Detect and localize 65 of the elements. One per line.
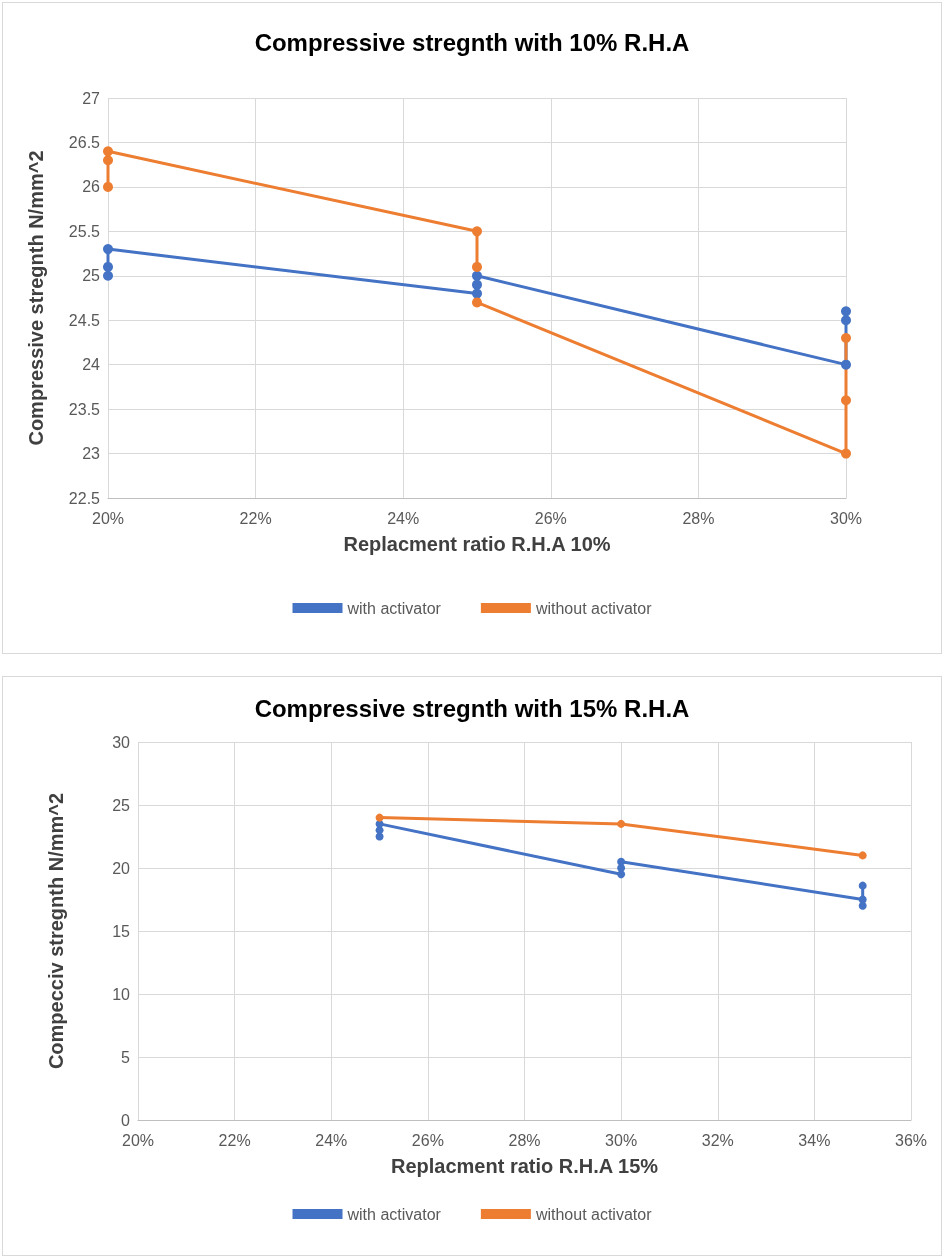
x-tick-label: 30% <box>605 1131 638 1149</box>
point <box>841 395 851 406</box>
x-tick-label: 36% <box>894 1131 928 1149</box>
point <box>841 359 851 370</box>
point <box>617 857 626 866</box>
point <box>472 226 482 237</box>
point <box>858 851 867 860</box>
point <box>103 261 113 272</box>
x-tick-label: 26% <box>534 509 567 527</box>
x-tick-label: 22% <box>239 509 272 527</box>
x-tick-label: 30% <box>829 509 863 527</box>
y-tick-label: 10 <box>112 985 131 1003</box>
chart-title: Compressive stregnth with 10% R.H.A <box>254 28 690 56</box>
y-axis-title: Compecciv stregnth N/mm^2 <box>45 792 67 1070</box>
y-tick-label: 0 <box>121 1111 131 1129</box>
point <box>472 279 482 290</box>
legend-label: with activator <box>346 599 442 617</box>
point <box>103 155 113 166</box>
x-tick-label: 24% <box>315 1131 348 1149</box>
point <box>472 297 482 308</box>
point <box>841 306 851 317</box>
point <box>103 270 113 281</box>
y-tick-label: 20 <box>112 859 131 877</box>
y-tick-label: 5 <box>121 1048 131 1066</box>
point <box>617 819 626 828</box>
legend-label: with activator <box>346 1205 442 1223</box>
x-tick-label: 22% <box>218 1131 251 1149</box>
y-tick-label: 22.5 <box>68 489 101 507</box>
x-axis-title: Replacment ratio R.H.A 15% <box>390 1155 659 1177</box>
y-tick-label: 25.5 <box>68 222 101 240</box>
point <box>841 333 851 343</box>
point <box>841 448 851 459</box>
legend-label: without activator <box>534 599 653 617</box>
y-tick-label: 24.5 <box>68 311 101 329</box>
y-tick-label: 24 <box>82 356 101 374</box>
y-tick-label: 30 <box>112 733 131 751</box>
x-tick-label: 24% <box>387 509 420 527</box>
y-tick-label: 27 <box>82 89 101 107</box>
point <box>472 261 482 272</box>
x-tick-label: 28% <box>508 1131 541 1149</box>
y-axis-title: Compressive stregnth N/mm^2 <box>25 150 47 446</box>
y-tick-label: 15 <box>112 922 131 940</box>
x-axis-title: Replacment ratio R.H.A 10% <box>343 533 611 555</box>
point <box>841 315 851 326</box>
point <box>103 146 113 157</box>
point <box>375 813 384 822</box>
x-tick-label: 28% <box>682 509 715 527</box>
x-tick-label: 20% <box>121 1131 155 1149</box>
legend-label: without activator <box>534 1205 653 1223</box>
y-tick-label: 25 <box>82 267 101 285</box>
point <box>103 181 113 192</box>
y-tick-label: 26 <box>82 178 101 196</box>
point <box>472 270 482 281</box>
x-tick-label: 20% <box>91 509 125 527</box>
y-tick-label: 23.5 <box>68 400 101 418</box>
point <box>858 881 867 890</box>
point <box>858 901 867 910</box>
y-tick-label: 25 <box>112 796 131 814</box>
x-tick-label: 26% <box>411 1131 444 1149</box>
chart-title: Compressive stregnth with 15% R.H.A <box>254 694 690 722</box>
y-tick-label: 23 <box>82 445 101 463</box>
x-tick-label: 34% <box>798 1131 831 1149</box>
point <box>103 244 113 255</box>
y-tick-label: 26.5 <box>68 133 101 151</box>
x-tick-label: 32% <box>701 1131 734 1149</box>
